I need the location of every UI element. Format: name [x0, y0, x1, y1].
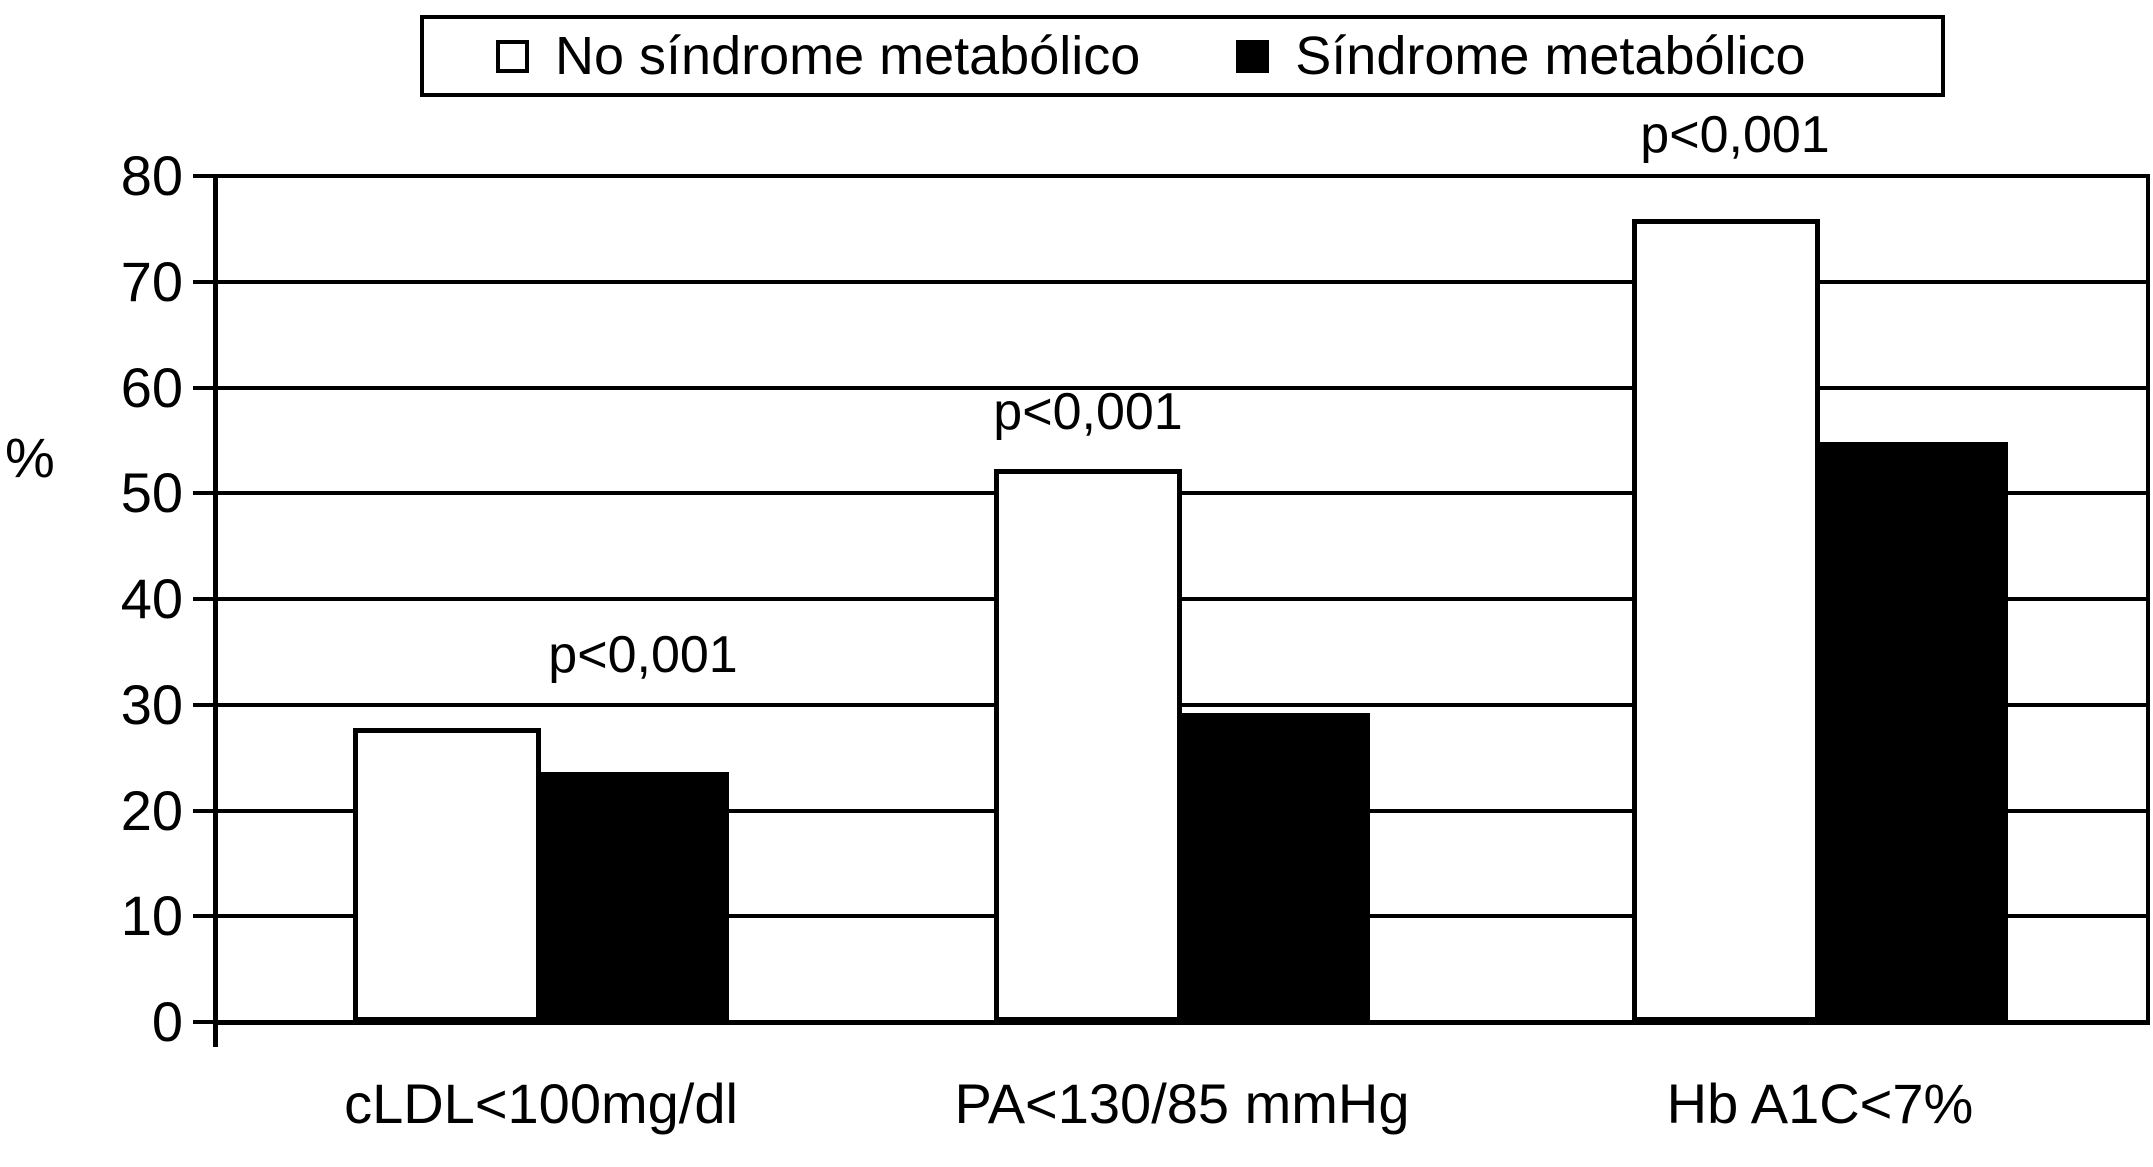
y-axis-tick [193, 1020, 218, 1024]
gridline-0 [213, 1020, 2150, 1025]
y-axis-tick-label: 60 [120, 356, 183, 419]
y-axis-tick-label: 50 [120, 461, 183, 524]
bar-no-sindrome-metabolico [353, 728, 541, 1022]
y-axis-tick-label: 80 [120, 144, 183, 207]
x-axis-category-label: PA<130/85 mmHg [954, 1072, 1410, 1135]
bar-sindrome-metabolico [1820, 442, 2008, 1022]
y-axis-tick [193, 280, 218, 284]
y-axis-tick [193, 597, 218, 601]
y-axis-tick-label: 70 [120, 250, 183, 313]
legend-item-sindrome-metabolico: Síndrome metabólico [1236, 26, 1806, 86]
y-axis-tick [193, 809, 218, 813]
legend-label-no-sindrome-metabolico: No síndrome metabólico [555, 26, 1141, 86]
legend-item-no-sindrome-metabolico: No síndrome metabólico [496, 29, 1140, 83]
y-axis-tick-label: 0 [151, 990, 183, 1053]
y-axis-tick-label: 40 [120, 567, 183, 630]
gridline-70 [213, 280, 2150, 284]
y-axis-tick [193, 914, 218, 918]
bar-sindrome-metabolico [541, 772, 729, 1022]
gridline-80 [213, 174, 2150, 178]
y-axis-tick [193, 491, 218, 495]
y-axis-tick-label: 10 [120, 884, 183, 947]
y-axis-tick [193, 386, 218, 390]
x-axis-category-label: Hb A1C<7% [1666, 1072, 1974, 1135]
bar-sindrome-metabolico [1182, 713, 1370, 1022]
bar-no-sindrome-metabolico [994, 469, 1182, 1022]
p-value-annotation: p<0,001 [548, 626, 738, 684]
y-axis-tick [193, 703, 218, 707]
legend: No síndrome metabólico Síndrome metabóli… [420, 15, 1945, 97]
y-axis-tick-label: 20 [120, 779, 183, 842]
y-axis-line [213, 176, 218, 1047]
y-axis-tick [193, 174, 218, 178]
y-axis-tick-label: 30 [120, 673, 183, 736]
legend-label-sindrome-metabolico: Síndrome metabólico [1295, 26, 1806, 86]
legend-swatch-open-square-icon [496, 39, 529, 73]
p-value-annotation: p<0,001 [993, 383, 1183, 441]
y-axis-title: % [5, 426, 55, 489]
p-value-annotation: p<0,001 [1640, 106, 1830, 164]
bar-no-sindrome-metabolico [1632, 219, 1820, 1022]
plot-area: 0 10 20 30 40 50 60 70 80 cLDL<100mg/dl PA<130/85 … [121, 106, 2150, 1132]
x-axis-category-label: cLDL<100mg/dl [344, 1072, 738, 1135]
legend-swatch-filled-square-icon [1236, 39, 1270, 73]
gridline-60 [213, 386, 2150, 390]
